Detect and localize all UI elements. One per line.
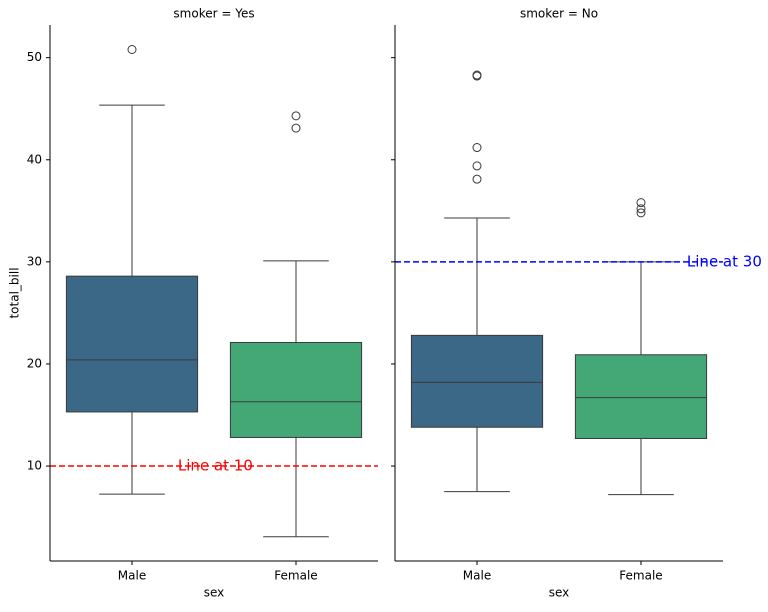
outlier: [636, 204, 646, 214]
outlier: [291, 111, 301, 121]
reference-label: Line at 10: [178, 457, 253, 475]
y-tick-label: 20: [27, 356, 42, 370]
y-tick-label: 30: [27, 254, 42, 268]
outlier: [472, 174, 482, 184]
outlier: [636, 208, 646, 218]
outlier: [472, 143, 482, 153]
x-tick-label: Male: [118, 569, 146, 583]
outlier: [636, 198, 646, 208]
outlier: [472, 71, 482, 81]
y-tick-label: 40: [27, 152, 42, 166]
x-axis-label: sex: [549, 586, 570, 600]
panel-title: smoker = No: [520, 7, 598, 21]
box: [574, 354, 708, 439]
x-tick-label: Female: [619, 569, 662, 583]
reference-label: Line at 30: [687, 252, 762, 270]
box: [65, 275, 199, 413]
box: [410, 334, 544, 428]
y-axis-label: total_bill: [8, 267, 22, 318]
panel-title: smoker = Yes: [173, 7, 254, 21]
outlier: [127, 45, 137, 55]
x-tick-label: Male: [463, 569, 491, 583]
box: [229, 342, 363, 438]
x-tick-label: Female: [274, 569, 317, 583]
outlier: [291, 123, 301, 133]
x-axis-label: sex: [204, 586, 225, 600]
y-tick-label: 10: [27, 459, 42, 473]
outlier: [472, 161, 482, 171]
y-tick-label: 50: [27, 50, 42, 64]
